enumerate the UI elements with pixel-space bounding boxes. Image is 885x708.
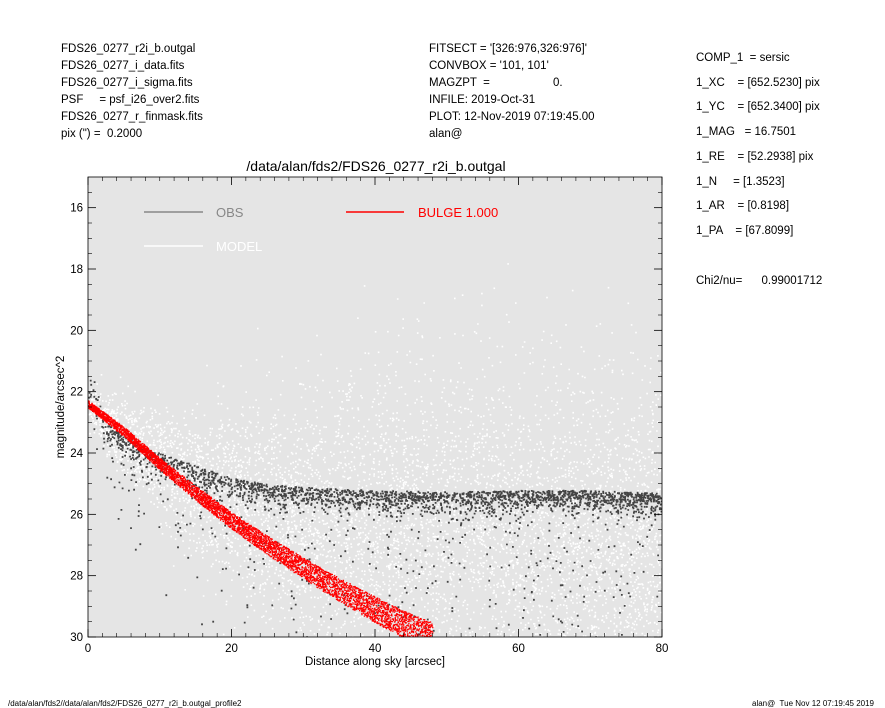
param-re: 1_RE = [52.2938] pix — [696, 151, 814, 163]
param-pa: 1_PA = [67.8099] — [696, 225, 794, 237]
param-yc: 1_YC = [652.3400] pix — [696, 101, 820, 113]
y-tick-label: 26 — [70, 509, 83, 521]
x-axis-label: Distance along sky [arcsec] — [305, 656, 445, 668]
legend-label-bulge: BULGE 1.000 — [418, 205, 498, 220]
sigma-file-label: FDS26_0277_i_sigma.fits — [61, 77, 193, 89]
y-axis-label: magnitude/arcsec^2 — [55, 356, 67, 459]
legend-label-obs: OBS — [216, 205, 244, 220]
chi2-label: Chi2/nu= 0.99001712 — [696, 275, 823, 287]
psf-file-label: PSF = psf_i26_over2.fits — [61, 94, 200, 106]
legend-label-model: MODEL — [216, 239, 262, 254]
output-file-label: FDS26_0277_r2i_b.outgal — [61, 43, 196, 55]
data-file-label: FDS26_0277_i_data.fits — [61, 60, 185, 72]
x-tick-label: 40 — [369, 643, 382, 655]
axes: 0 20 40 60 80 16 18 20 22 24 26 28 30 — [70, 177, 668, 655]
mask-file-label: FDS26_0277_r_finmask.fits — [61, 111, 203, 123]
x-tick-label: 0 — [85, 643, 91, 655]
y-tick-label: 18 — [70, 264, 83, 276]
fitsect-label: FITSECT = '[326:976,326:976]' — [429, 43, 587, 55]
legend: OBS MODEL BULGE 1.000 — [144, 205, 498, 254]
magzpt-value: 0. — [553, 77, 563, 89]
chart-title: /data/alan/fds2/FDS26_0277_r2i_b.outgal — [246, 158, 505, 174]
param-ar: 1_AR = [0.8198] — [696, 200, 790, 212]
x-tick-label: 20 — [225, 643, 238, 655]
x-tick-label: 80 — [656, 643, 669, 655]
plot-date-label: PLOT: 12-Nov-2019 07:19:45.00 — [429, 111, 595, 123]
user-label: alan@ — [429, 128, 463, 140]
y-tick-label: 24 — [70, 448, 83, 460]
footer-path: /data/alan/fds2//data/alan/fds2/FDS26_02… — [8, 699, 242, 708]
y-tick-label: 22 — [70, 387, 83, 399]
magzpt-label: MAGZPT = — [429, 77, 490, 89]
plot-area — [88, 177, 662, 637]
param-comp: COMP_1 = sersic — [696, 52, 790, 64]
convbox-label: CONVBOX = '101, 101' — [429, 60, 549, 72]
y-tick-label: 28 — [70, 571, 83, 583]
param-n: 1_N = [1.3523] — [696, 176, 785, 188]
x-tick-label: 60 — [512, 643, 525, 655]
pixel-scale-label: pix (") = 0.2000 — [61, 128, 143, 140]
y-tick-label: 30 — [70, 632, 83, 644]
param-mag: 1_MAG = 16.7501 — [696, 126, 797, 138]
y-tick-label: 20 — [70, 325, 83, 337]
infile-label: INFILE: 2019-Oct-31 — [429, 94, 536, 106]
y-tick-label: 16 — [70, 203, 83, 215]
footer-timestamp: alan@ Tue Nov 12 07:19:45 2019 — [752, 699, 874, 708]
param-xc: 1_XC = [652.5230] pix — [696, 77, 820, 89]
